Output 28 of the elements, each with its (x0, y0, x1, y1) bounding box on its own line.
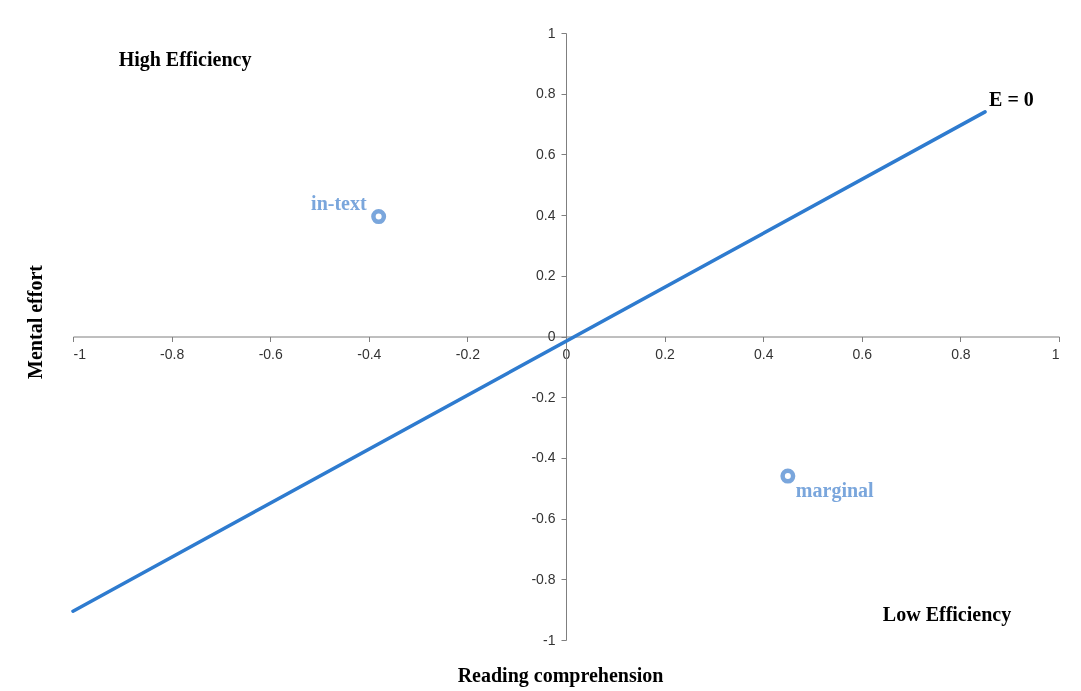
y-tick-label: 0.2 (536, 267, 556, 284)
series-label: E = 0 (989, 87, 1034, 110)
y-tick-label: -0.4 (531, 449, 556, 466)
x-tick-label: 0.6 (852, 346, 873, 362)
series-label: in-text (311, 191, 367, 214)
x-tick-label: -1 (73, 346, 87, 362)
y-tick-label: 0.8 (536, 85, 556, 102)
x-tick-label: 0.4 (753, 346, 774, 362)
series-label: marginal (795, 479, 875, 503)
x-tick-label: -0.4 (357, 346, 382, 362)
annotation: High Efficiency (118, 48, 252, 71)
x-tick-label: 0.8 (951, 346, 971, 362)
y-axis-title: Mental effort (23, 264, 46, 379)
x-tick-label: -0.6 (258, 346, 283, 362)
x-tick-label: -0.2 (455, 346, 481, 362)
x-tick-label: -0.8 (160, 346, 185, 362)
y-tick-label: 1 (547, 24, 556, 41)
x-tick-label: 0.2 (655, 346, 676, 362)
x-tick-label: 1 (1051, 346, 1060, 362)
y-tick-label: 0.4 (536, 206, 556, 223)
y-tick-label: -1 (543, 631, 556, 648)
annotation: Low Efficiency (882, 603, 1012, 626)
y-tick-label: 0 (547, 328, 556, 344)
x-axis-title: Reading comprehension (457, 663, 664, 687)
y-tick-label: 0.6 (536, 145, 556, 162)
y-tick-label: -0.6 (531, 510, 556, 527)
y-tick-label: -0.8 (531, 570, 556, 587)
y-tick-label: -0.2 (531, 388, 556, 405)
